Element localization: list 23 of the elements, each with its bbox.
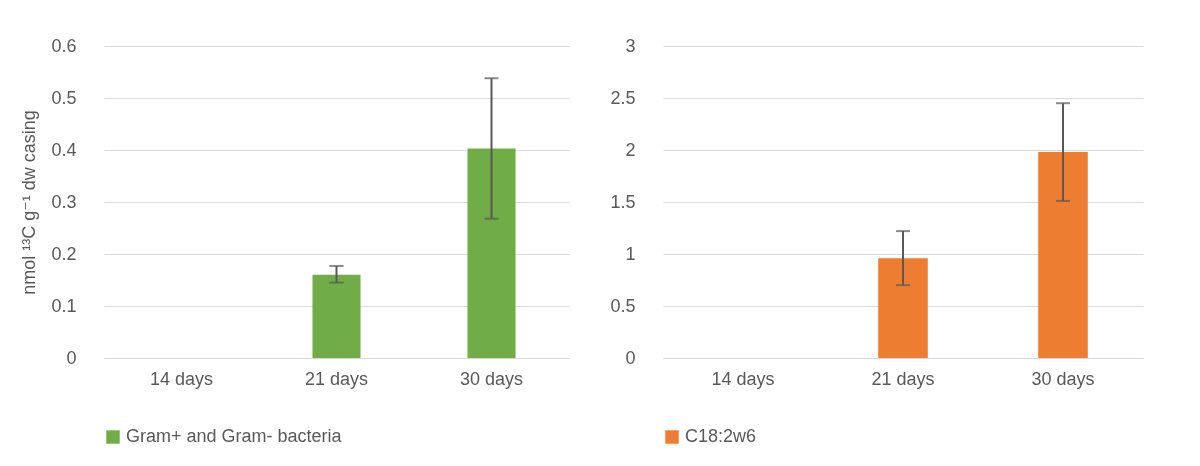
y-tick-label: 0.5: [51, 87, 77, 108]
y-tick-label: 1: [625, 243, 636, 264]
legend-label: Gram+ and Gram- bacteria: [126, 426, 343, 446]
x-tick-label: 21 days: [304, 368, 369, 389]
legend-label: C18:2w6: [685, 426, 757, 446]
y-axis-title: nmol ¹³C g⁻¹ dw casing: [19, 110, 40, 295]
y-tick-label: 1.5: [610, 191, 636, 212]
y-tick-label: 0.6: [51, 35, 77, 56]
y-tick-label: 0: [625, 347, 636, 368]
y-tick-label: 0.3: [51, 191, 77, 212]
x-tick-label: 14 days: [149, 368, 214, 389]
y-tick-label: 0.1: [51, 295, 77, 316]
x-tick-label: 30 days: [1031, 368, 1095, 389]
y-tick-label: 0.2: [51, 243, 77, 264]
x-tick-label: 30 days: [459, 368, 524, 389]
x-tick-label: 21 days: [871, 368, 935, 389]
y-tick-label: 3: [625, 35, 636, 56]
y-tick-label: 0.4: [51, 139, 77, 160]
y-tick-label: 2.5: [610, 87, 636, 108]
y-tick-label: 0: [66, 347, 77, 368]
y-tick-label: 2: [625, 139, 636, 160]
y-tick-label: 0.5: [610, 295, 636, 316]
x-tick-label: 14 days: [711, 368, 775, 389]
